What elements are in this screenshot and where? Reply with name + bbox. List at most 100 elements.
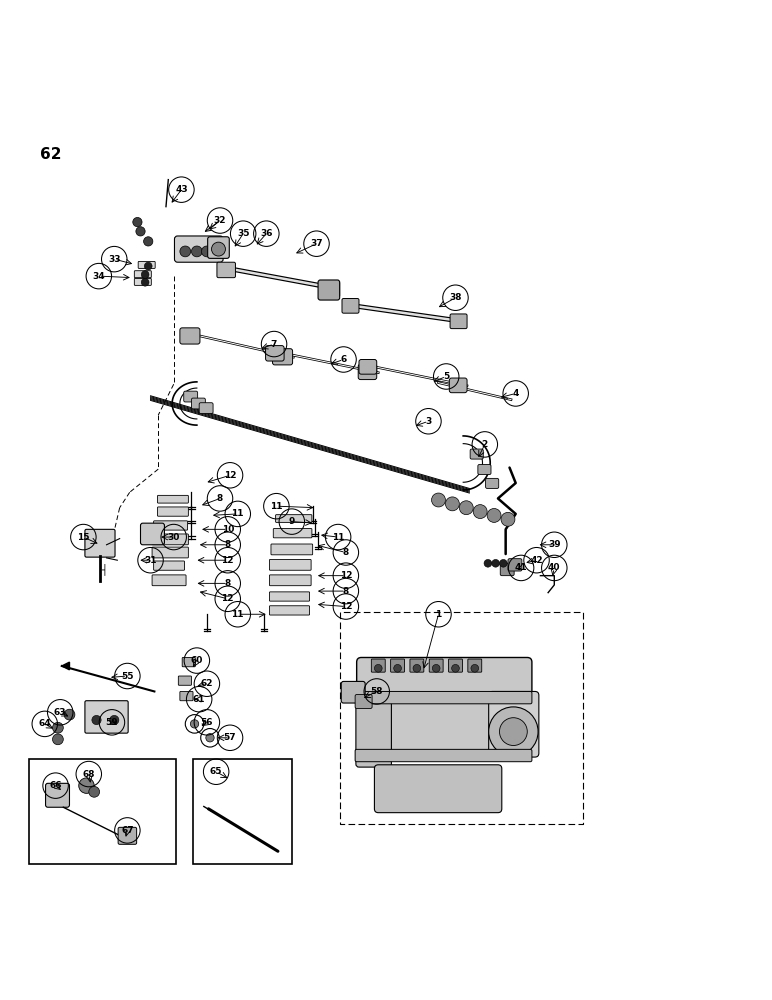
FancyBboxPatch shape xyxy=(134,271,151,278)
Text: 7: 7 xyxy=(271,340,277,349)
FancyBboxPatch shape xyxy=(342,299,359,313)
Circle shape xyxy=(499,718,527,745)
FancyBboxPatch shape xyxy=(271,544,313,555)
Text: 15: 15 xyxy=(77,533,90,542)
FancyBboxPatch shape xyxy=(478,464,491,475)
Circle shape xyxy=(473,505,487,519)
Text: 8: 8 xyxy=(217,494,223,503)
Text: 34: 34 xyxy=(93,272,105,281)
Text: 4: 4 xyxy=(513,389,519,398)
FancyBboxPatch shape xyxy=(500,563,514,576)
FancyBboxPatch shape xyxy=(174,236,223,262)
Text: 62: 62 xyxy=(201,679,213,688)
Text: 5: 5 xyxy=(443,372,449,381)
Text: 63: 63 xyxy=(54,708,66,717)
FancyBboxPatch shape xyxy=(355,691,532,704)
Text: 10: 10 xyxy=(222,525,234,534)
FancyBboxPatch shape xyxy=(355,695,372,708)
Circle shape xyxy=(144,262,152,270)
Circle shape xyxy=(452,664,459,672)
Text: 12: 12 xyxy=(340,571,352,580)
Text: 8: 8 xyxy=(343,548,349,557)
Circle shape xyxy=(432,493,445,507)
Text: 64: 64 xyxy=(39,719,51,728)
Text: 60: 60 xyxy=(191,656,203,665)
FancyBboxPatch shape xyxy=(154,561,185,570)
FancyBboxPatch shape xyxy=(152,575,186,586)
Circle shape xyxy=(212,242,225,256)
Text: 1: 1 xyxy=(435,610,442,619)
FancyBboxPatch shape xyxy=(489,691,539,757)
Circle shape xyxy=(492,559,499,567)
Text: 68: 68 xyxy=(83,770,95,779)
FancyBboxPatch shape xyxy=(118,827,137,844)
Text: ┤: ┤ xyxy=(101,564,107,575)
Circle shape xyxy=(394,664,401,672)
FancyBboxPatch shape xyxy=(180,328,200,344)
Text: 8: 8 xyxy=(343,587,349,596)
FancyBboxPatch shape xyxy=(46,783,69,807)
FancyBboxPatch shape xyxy=(269,606,310,615)
Circle shape xyxy=(499,559,507,567)
FancyBboxPatch shape xyxy=(318,280,340,300)
Circle shape xyxy=(459,501,473,515)
FancyBboxPatch shape xyxy=(486,478,499,488)
Circle shape xyxy=(191,720,198,728)
FancyBboxPatch shape xyxy=(358,364,377,380)
Text: 32: 32 xyxy=(214,216,226,225)
FancyBboxPatch shape xyxy=(371,659,385,672)
FancyBboxPatch shape xyxy=(157,495,188,503)
Text: 42: 42 xyxy=(530,556,543,565)
Text: 11: 11 xyxy=(332,533,344,542)
FancyBboxPatch shape xyxy=(273,529,312,538)
Text: 3: 3 xyxy=(425,417,432,426)
Text: 33: 33 xyxy=(108,255,120,264)
Circle shape xyxy=(374,664,382,672)
Circle shape xyxy=(180,246,191,257)
Circle shape xyxy=(144,237,153,246)
Text: 11: 11 xyxy=(270,502,283,511)
Circle shape xyxy=(191,246,202,257)
FancyBboxPatch shape xyxy=(450,314,467,329)
Circle shape xyxy=(136,227,145,236)
Text: 65: 65 xyxy=(210,767,222,776)
Circle shape xyxy=(79,778,94,793)
FancyBboxPatch shape xyxy=(470,449,483,459)
Circle shape xyxy=(141,278,149,286)
Text: 55: 55 xyxy=(121,672,134,681)
FancyBboxPatch shape xyxy=(508,559,522,571)
Text: 62: 62 xyxy=(40,147,62,162)
Circle shape xyxy=(52,722,63,733)
Text: 12: 12 xyxy=(224,471,236,480)
Text: 59: 59 xyxy=(106,718,118,727)
Circle shape xyxy=(92,715,101,725)
FancyBboxPatch shape xyxy=(208,237,229,258)
FancyBboxPatch shape xyxy=(269,592,310,601)
Text: 11: 11 xyxy=(232,509,244,518)
Text: 37: 37 xyxy=(310,239,323,248)
FancyBboxPatch shape xyxy=(85,529,115,557)
FancyBboxPatch shape xyxy=(191,398,205,409)
Text: 38: 38 xyxy=(449,293,462,302)
Text: 66: 66 xyxy=(49,781,62,790)
Text: 43: 43 xyxy=(175,185,188,194)
Polygon shape xyxy=(62,662,69,670)
Text: 58: 58 xyxy=(371,687,383,696)
Circle shape xyxy=(484,559,492,567)
Circle shape xyxy=(133,217,142,227)
FancyBboxPatch shape xyxy=(178,676,191,685)
FancyBboxPatch shape xyxy=(152,534,188,545)
Text: 6: 6 xyxy=(340,355,347,364)
FancyBboxPatch shape xyxy=(410,659,424,672)
Text: 61: 61 xyxy=(193,695,205,704)
FancyBboxPatch shape xyxy=(141,523,164,545)
Text: 12: 12 xyxy=(222,556,234,565)
FancyBboxPatch shape xyxy=(429,659,443,672)
Text: 12: 12 xyxy=(222,594,234,603)
Text: 8: 8 xyxy=(225,540,231,549)
Text: 39: 39 xyxy=(548,540,560,549)
FancyBboxPatch shape xyxy=(269,559,311,570)
FancyBboxPatch shape xyxy=(449,378,467,393)
FancyBboxPatch shape xyxy=(152,547,188,558)
FancyBboxPatch shape xyxy=(138,261,155,268)
